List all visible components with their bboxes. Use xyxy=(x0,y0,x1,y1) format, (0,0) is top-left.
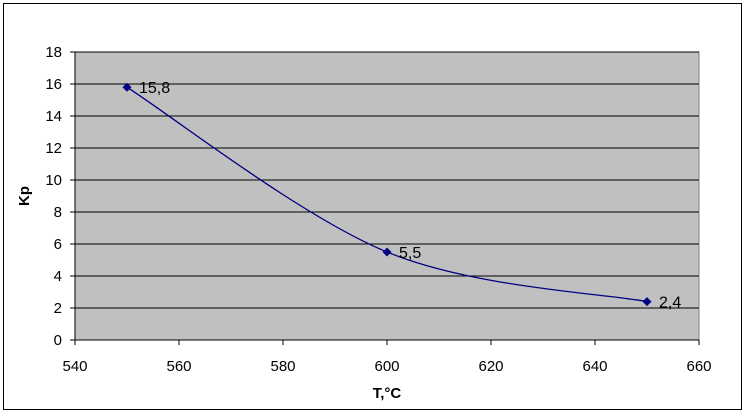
data-label: 5,5 xyxy=(399,245,421,262)
y-tick-label: 16 xyxy=(45,76,62,93)
x-axis-ticks: 540 560 580 600 620 640 660 xyxy=(62,340,712,375)
data-point xyxy=(122,82,132,92)
x-tick-label: 560 xyxy=(166,358,191,375)
x-tick-label: 540 xyxy=(62,358,87,375)
x-tick-label: 600 xyxy=(374,358,399,375)
data-label: 15,8 xyxy=(139,80,170,97)
y-tick-label: 2 xyxy=(54,300,62,317)
x-axis-label: T,°C xyxy=(373,385,402,402)
y-tick-label: 10 xyxy=(45,172,62,189)
y-tick-label: 18 xyxy=(45,44,62,61)
y-axis-ticks: 0 2 4 6 8 10 12 14 16 18 xyxy=(45,44,75,349)
x-tick-label: 640 xyxy=(582,358,607,375)
y-tick-label: 8 xyxy=(54,204,62,221)
y-tick-label: 4 xyxy=(54,268,62,285)
data-point xyxy=(382,247,392,257)
y-tick-label: 14 xyxy=(45,108,62,125)
x-tick-label: 580 xyxy=(270,358,295,375)
data-point xyxy=(642,297,652,307)
plot-area xyxy=(74,51,700,341)
x-tick-label: 660 xyxy=(686,358,711,375)
y-axis-label: Kp xyxy=(16,186,33,206)
data-label: 2,4 xyxy=(659,295,681,312)
y-tick-label: 12 xyxy=(45,140,62,157)
y-tick-label: 0 xyxy=(54,332,62,349)
x-tick-label: 620 xyxy=(478,358,503,375)
series: 15,8 5,5 2,4 xyxy=(122,80,681,312)
y-tick-label: 6 xyxy=(54,236,62,253)
